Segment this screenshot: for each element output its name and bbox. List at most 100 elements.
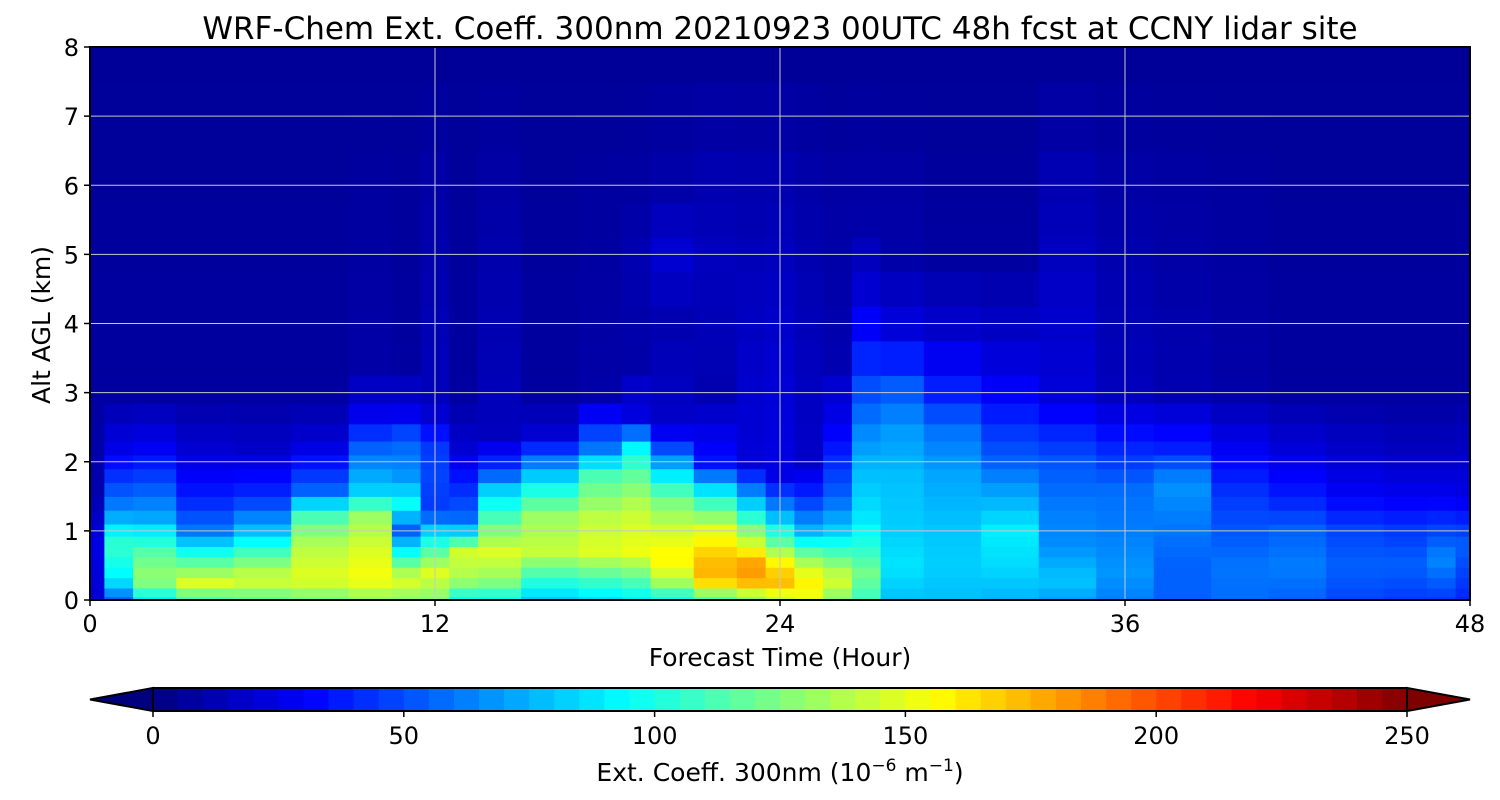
heatmap-cell (1211, 577, 1270, 589)
heatmap-cell (104, 523, 134, 537)
heatmap-cell (981, 468, 1040, 484)
heatmap-cell (391, 468, 422, 484)
heatmap-cell (736, 482, 767, 497)
heatmap-cell (1383, 423, 1428, 442)
heatmap-cell (90, 340, 105, 376)
heatmap-cell (233, 510, 292, 525)
y-tick-label: 2 (64, 449, 79, 477)
heatmap-cell (478, 423, 522, 442)
heatmap-cell (348, 150, 393, 204)
heatmap-cell (449, 567, 479, 579)
heatmap-cell (233, 402, 292, 425)
heatmap-cell (851, 546, 882, 558)
heatmap-cell (1153, 441, 1212, 456)
heatmap-cell (1153, 536, 1212, 548)
heatmap-cell (449, 441, 479, 456)
heatmap-cell (291, 577, 350, 589)
heatmap-cell (478, 402, 522, 425)
heatmap-cell (133, 150, 177, 204)
heatmap-cell (1038, 47, 1097, 83)
heatmap-cell (1038, 523, 1097, 537)
heatmap-cell (133, 482, 177, 497)
heatmap-cell (104, 577, 134, 589)
heatmap-cell (880, 441, 925, 456)
heatmap-cell (823, 556, 853, 568)
heatmap-cell (233, 556, 292, 568)
heatmap-cell (693, 202, 738, 238)
colorbar-segment (604, 688, 631, 711)
heatmap-cell (391, 423, 422, 442)
colorbar-tick-label: 50 (389, 722, 420, 750)
heatmap-cell (1211, 567, 1270, 579)
heatmap-cell (1326, 375, 1385, 404)
colorbar-segment (504, 688, 530, 711)
heatmap-cell (391, 523, 422, 537)
heatmap-cell (104, 482, 134, 497)
heatmap-cell (923, 441, 982, 456)
heatmap-cell (794, 47, 824, 83)
heatmap-cell (1383, 587, 1428, 598)
heatmap-cell (1426, 441, 1457, 456)
heatmap-cell (736, 340, 767, 376)
heatmap-cell (133, 468, 177, 484)
heatmap-cell (1383, 402, 1428, 425)
colorbar-tick-label: 0 (145, 722, 160, 750)
heatmap-cell (1426, 271, 1457, 307)
x-axis: 0 12 24 36 48 (82, 600, 1485, 638)
heatmap-cell (348, 402, 393, 425)
heatmap-cell (621, 482, 652, 497)
heatmap-cell (521, 441, 580, 456)
heatmap-cell (621, 546, 652, 558)
heatmap-cell (1038, 567, 1097, 579)
heatmap-cell (1038, 150, 1097, 204)
heatmap-cell (621, 587, 652, 598)
heatmap-cell (521, 556, 580, 568)
heatmap-cell (981, 202, 1040, 238)
heatmap-cell (578, 546, 623, 558)
heatmap-cell (851, 402, 882, 425)
heatmap-cell (621, 375, 652, 404)
heatmap-cell (291, 496, 350, 511)
heatmap-cell (291, 47, 350, 83)
heatmap-cell (880, 596, 925, 601)
heatmap-cell (1383, 441, 1428, 456)
heatmap-cell (736, 423, 767, 442)
heatmap-cell (1455, 567, 1471, 579)
heatmap-cell (650, 402, 695, 425)
heatmap-cell (133, 202, 177, 238)
heatmap-cell (981, 340, 1040, 376)
heatmap-cell (449, 150, 479, 204)
colorbar-segment (654, 688, 681, 711)
colorbar-extend-low (89, 686, 154, 713)
heatmap-cell (1326, 402, 1385, 425)
heatmap-cell (650, 423, 695, 442)
colorbar-segment (704, 688, 731, 711)
heatmap-cell (1268, 441, 1327, 456)
heatmap-cell (449, 546, 479, 558)
heatmap-cell (851, 587, 882, 598)
heatmap-cell (981, 150, 1040, 204)
heatmap-cell (133, 510, 177, 525)
heatmap-cell (578, 587, 623, 598)
heatmap-cell (104, 496, 134, 511)
heatmap-cell (578, 271, 623, 307)
heatmap-cell (1455, 523, 1471, 537)
colorbar-segment (729, 688, 756, 711)
heatmap-cell (923, 587, 982, 598)
heatmap-cell (578, 510, 623, 525)
plot-area (89, 46, 1471, 601)
y-tick-label: 8 (64, 34, 79, 62)
colorbar-segment (855, 688, 881, 711)
heatmap-cell (391, 482, 422, 497)
heatmap-cell (794, 482, 824, 497)
heatmap-cell (693, 587, 738, 598)
heatmap-cell (348, 202, 393, 238)
heatmap-cell (650, 496, 695, 511)
colorbar-segment (1131, 688, 1157, 711)
heatmap-cell (391, 596, 422, 601)
colorbar-segment (278, 688, 305, 711)
heatmap-cell (981, 523, 1040, 537)
heatmap-cell (521, 271, 580, 307)
heatmap-cell (578, 577, 623, 589)
y-tick-label: 3 (64, 380, 79, 408)
